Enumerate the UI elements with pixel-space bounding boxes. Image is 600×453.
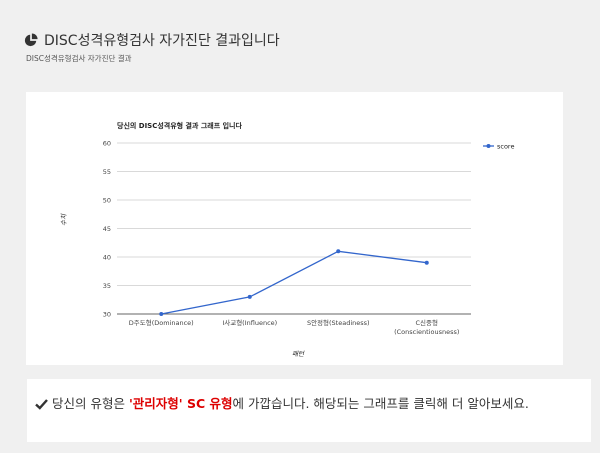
series-line-score[interactable] <box>161 250 427 315</box>
check-icon <box>35 399 48 410</box>
x-tick-label: C신중형 (Conscientiousness) <box>394 318 459 336</box>
x-axis-title: 패턴 <box>292 350 305 358</box>
result-prefix: 당신의 유형은 <box>52 396 129 411</box>
legend-label-score: score <box>497 143 514 151</box>
y-tick-label: 30 <box>103 311 111 319</box>
data-point[interactable] <box>159 312 164 316</box>
y-axis-title: 수치 <box>60 213 68 226</box>
result-suffix: 에 가깝습니다. 해당되는 그래프를 클릭해 더 알아보세요. <box>232 396 529 411</box>
page-header: DISC성격유형검사 자가진단 결과입니다 <box>24 30 280 50</box>
result-type-highlight: '관리자형' SC 유형 <box>128 396 233 411</box>
legend-marker <box>486 144 491 148</box>
y-tick-label: 55 <box>103 168 111 176</box>
pie-chart-icon <box>24 33 38 47</box>
disc-line-chart[interactable]: 당신의 DISC성격유형 결과 그래프 입니다 30 35 40 45 50 55 60 D… <box>26 92 563 365</box>
chart-title: 당신의 DISC성격유형 결과 그래프 입니다 <box>117 121 243 130</box>
x-tick-label: I사교형(Influence) <box>222 318 277 327</box>
data-point[interactable] <box>336 249 341 254</box>
result-card: 당신의 유형은 '관리자형' SC 유형에 가깝습니다. 해당되는 그래프를 클… <box>27 379 591 442</box>
y-tick-label: 50 <box>103 197 111 205</box>
x-tick-label: S안정형(Steadiness) <box>307 318 370 327</box>
data-point[interactable] <box>424 260 429 265</box>
x-tick-label: D주도형(Dominance) <box>129 319 194 327</box>
chart-card[interactable]: 당신의 DISC성격유형 결과 그래프 입니다 30 35 40 45 50 55 60 D… <box>26 92 563 365</box>
data-point[interactable] <box>247 294 252 299</box>
chart-legend[interactable]: score <box>483 143 514 151</box>
y-tick-label: 35 <box>103 282 111 290</box>
page-title: DISC성격유형검사 자가진단 결과입니다 <box>44 33 280 49</box>
y-tick-label: 60 <box>103 140 111 148</box>
result-message: 당신의 유형은 '관리자형' SC 유형에 가깝습니다. 해당되는 그래프를 클… <box>35 396 583 412</box>
y-tick-label: 45 <box>103 225 111 233</box>
page-subtitle: DISC성격유형검사 자가진단 결과 <box>26 54 132 63</box>
y-tick-label: 40 <box>103 254 111 262</box>
